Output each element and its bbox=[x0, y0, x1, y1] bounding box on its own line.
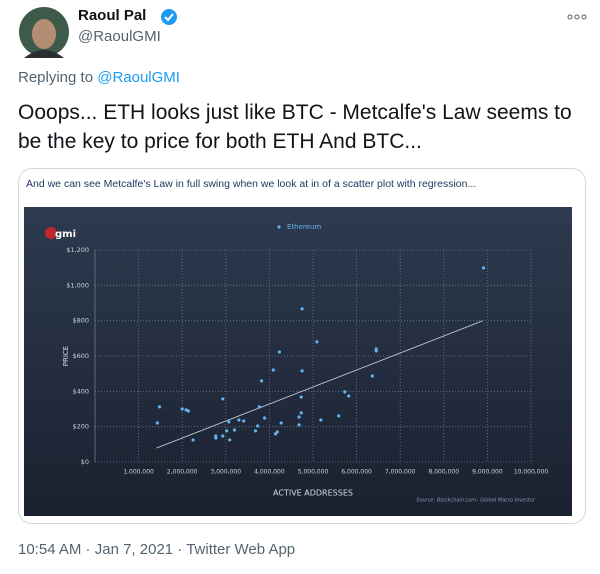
chart-background bbox=[24, 207, 572, 516]
scatter-point bbox=[214, 436, 218, 440]
scatter-point bbox=[481, 266, 486, 270]
scatter-point bbox=[180, 407, 184, 411]
more-menu[interactable] bbox=[566, 12, 588, 22]
regression-line bbox=[156, 320, 483, 449]
media-card[interactable] bbox=[18, 168, 586, 524]
scatter-point bbox=[315, 340, 319, 344]
x-tick-label: 4,000,000 bbox=[254, 469, 285, 476]
scatter-point bbox=[221, 397, 225, 401]
author-name[interactable]: Raoul Pal bbox=[78, 7, 147, 24]
y-tick-label: $1,000 bbox=[66, 281, 89, 289]
scatter-point bbox=[256, 424, 260, 428]
y-tick-label: $800 bbox=[72, 317, 89, 325]
tweet-time[interactable]: 10:54 AM bbox=[18, 541, 82, 558]
x-axis-label: ACTIVE ADDRESSES bbox=[273, 489, 353, 498]
legend-marker bbox=[277, 225, 281, 229]
scatter-point bbox=[191, 438, 195, 442]
scatter-point bbox=[263, 416, 267, 420]
scatter-point bbox=[299, 411, 303, 415]
x-tick-label: 2,000,000 bbox=[167, 469, 198, 476]
tweet-text: Ooops... ETH looks just like BTC - Metca… bbox=[18, 101, 572, 153]
scatter-point bbox=[227, 420, 231, 424]
reply-handle[interactable]: @RaoulGMI bbox=[97, 69, 180, 86]
x-tick-label: 7,000,000 bbox=[385, 469, 416, 476]
scatter-point bbox=[337, 414, 341, 418]
scatter-point bbox=[237, 418, 241, 422]
scatter-point bbox=[319, 418, 323, 422]
scatter-point bbox=[370, 374, 374, 378]
scatter-point bbox=[297, 415, 301, 419]
tweet-meta: 10:54 AM · Jan 7, 2021 · Twitter Web App bbox=[18, 541, 296, 558]
y-tick-label: $1,200 bbox=[66, 246, 89, 254]
verified-badge bbox=[161, 9, 177, 25]
scatter-point bbox=[259, 379, 264, 383]
y-tick-label: $600 bbox=[72, 352, 89, 360]
x-tick-label: 3,000,000 bbox=[211, 469, 242, 476]
y-tick-label: $400 bbox=[72, 387, 89, 395]
author-handle[interactable]: @RaoulGMI bbox=[78, 28, 161, 45]
x-tick-label: 10,000,000 bbox=[514, 469, 549, 476]
scatter-point bbox=[279, 421, 283, 425]
scatter-point bbox=[271, 368, 275, 372]
scatter-point bbox=[275, 430, 279, 434]
x-tick-label: 5,000,000 bbox=[298, 469, 329, 476]
x-tick-label: 6,000,000 bbox=[341, 469, 372, 476]
scatter-point bbox=[228, 438, 232, 442]
replying-to: Replying to @RaoulGMI bbox=[18, 69, 180, 86]
card-caption: And we can see Metcalfe's Law in full sw… bbox=[26, 178, 477, 190]
tweet-date[interactable]: Jan 7, 2021 bbox=[94, 541, 174, 558]
legend-label: Ethereum bbox=[287, 223, 321, 231]
scatter-point bbox=[186, 409, 190, 413]
scatter-point bbox=[300, 307, 304, 311]
scatter-point bbox=[157, 405, 162, 409]
tweet-source[interactable]: Twitter Web App bbox=[186, 541, 296, 558]
y-tick-label: $200 bbox=[72, 423, 89, 431]
scatter-point bbox=[277, 350, 282, 354]
logo-mark bbox=[45, 227, 57, 239]
scatter-point bbox=[155, 421, 159, 425]
scatter-point bbox=[225, 429, 229, 433]
scatter-point bbox=[374, 347, 378, 351]
x-tick-label: 1,000,000 bbox=[123, 469, 154, 476]
scatter-point bbox=[300, 369, 304, 373]
chart: gmi $0 $200 $400 $600 $800 $1,000 $1,200 1,000,… bbox=[24, 207, 572, 516]
scatter-point bbox=[297, 423, 301, 427]
y-axis-label: PRICE bbox=[62, 346, 70, 366]
scatter-point bbox=[299, 395, 303, 399]
scatter-point bbox=[221, 434, 225, 438]
replying-label: Replying to bbox=[18, 69, 94, 86]
scatter-point bbox=[253, 429, 258, 433]
x-tick-label: 8,000,000 bbox=[429, 469, 460, 476]
source-note: Source: Blockchain.com– Global Macro Inv… bbox=[416, 498, 536, 504]
scatter-point bbox=[347, 394, 351, 398]
y-tick-label: $0 bbox=[81, 458, 89, 466]
scatter-point bbox=[232, 428, 237, 432]
scatter-point bbox=[343, 390, 347, 394]
avatar[interactable] bbox=[18, 6, 70, 58]
x-tick-label: 9,000,000 bbox=[472, 469, 503, 476]
scatter-point bbox=[257, 405, 261, 409]
scatter-point bbox=[242, 419, 246, 423]
logo: gmi bbox=[55, 229, 76, 240]
